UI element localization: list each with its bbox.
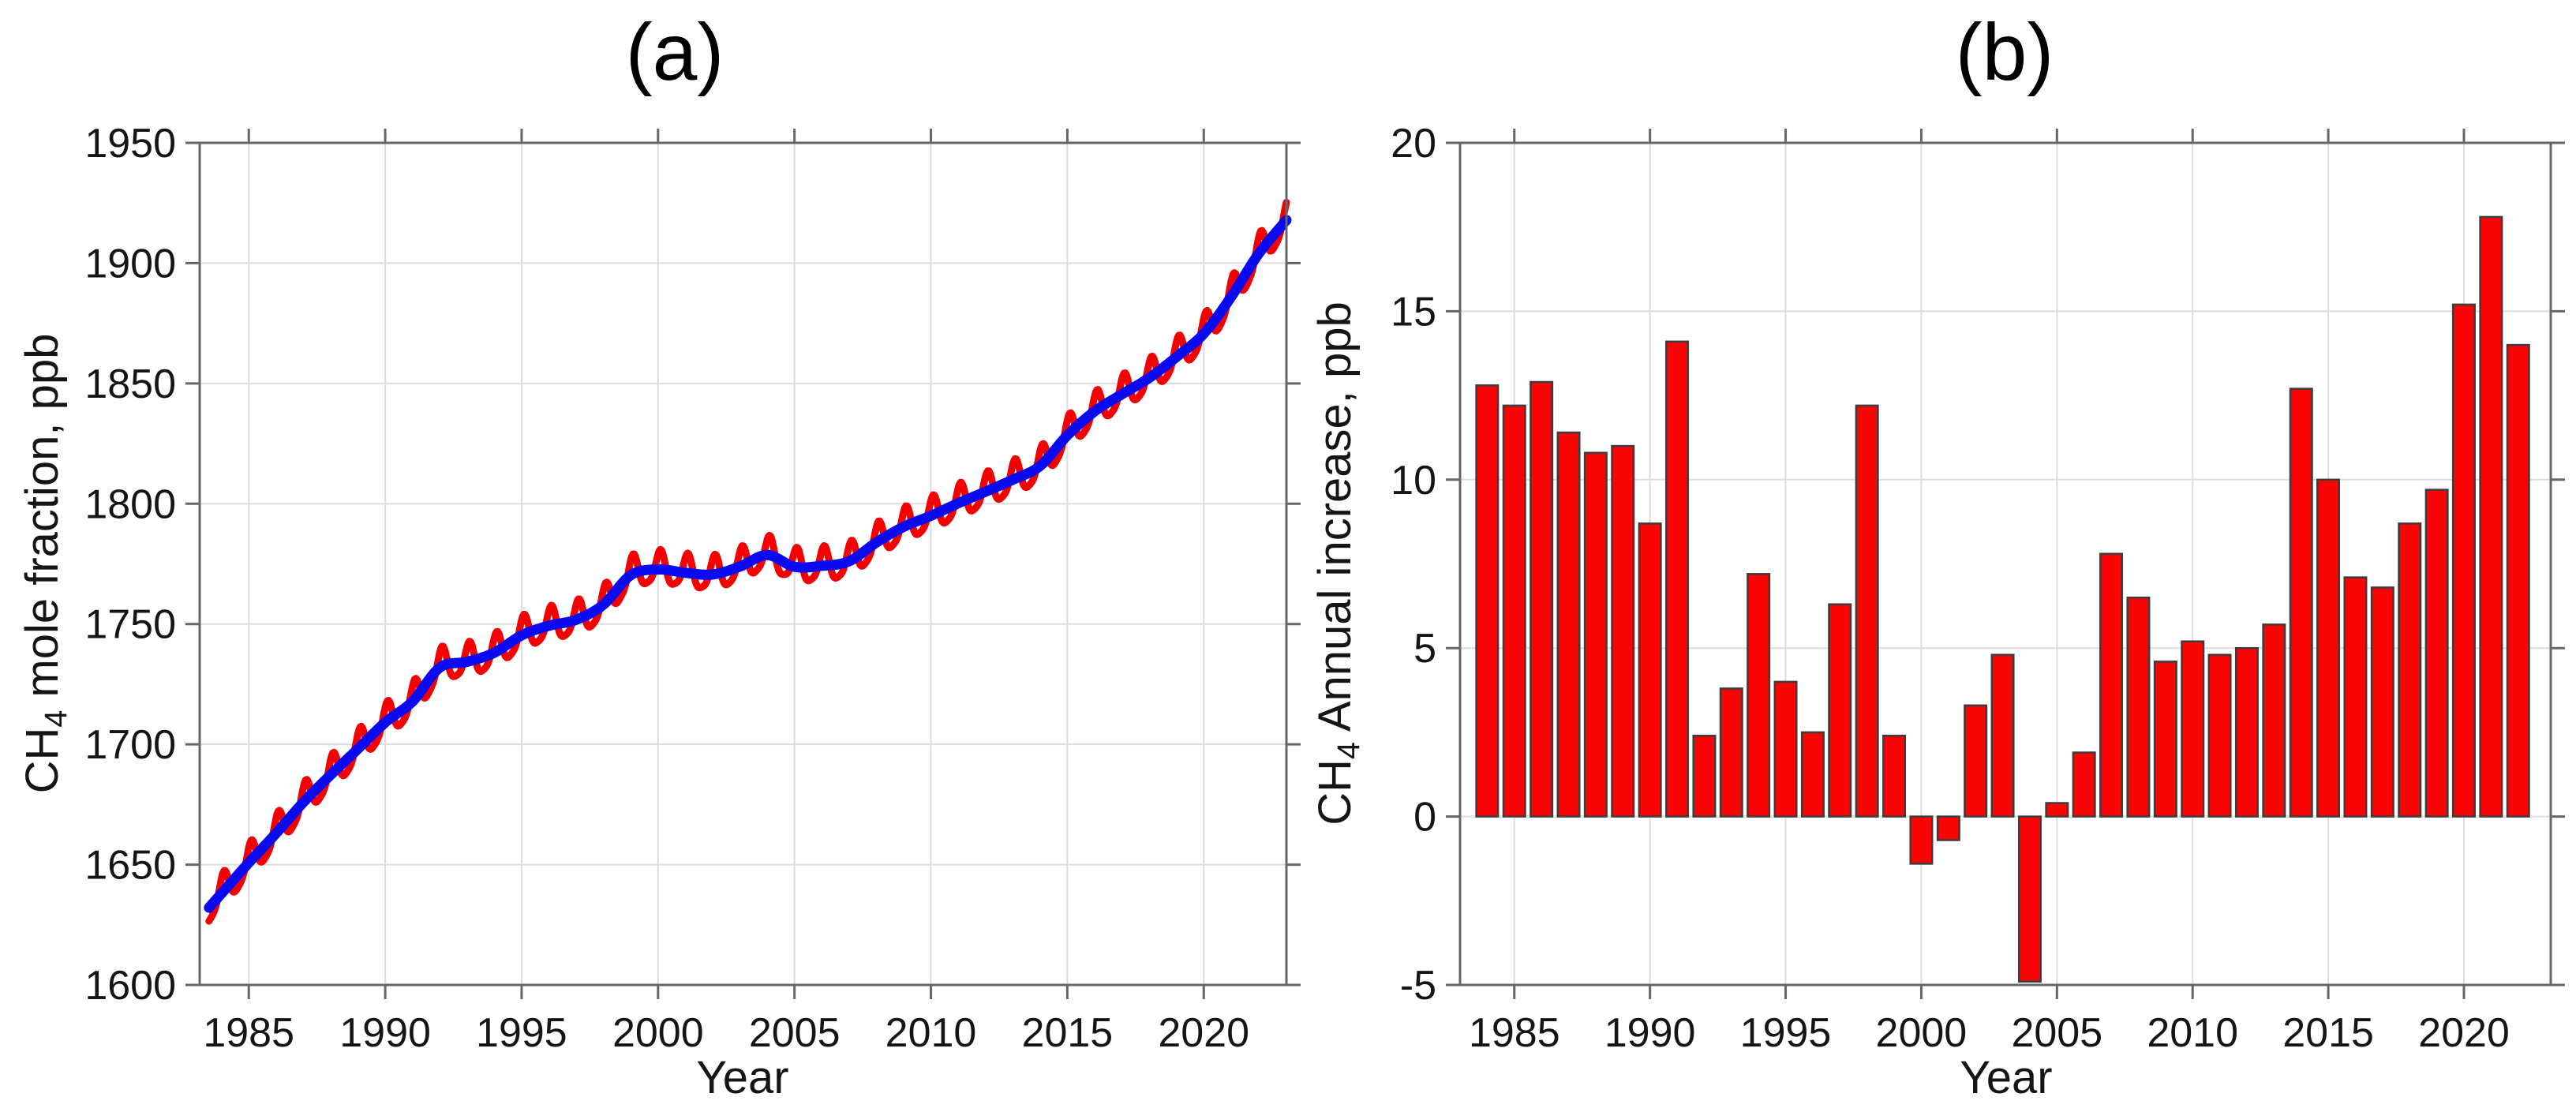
panel-b-title: (b)	[1955, 7, 2054, 97]
bar-2009	[2153, 661, 2177, 818]
bar-2008	[2126, 596, 2151, 818]
bar-1995	[1773, 680, 1798, 818]
bar-1984	[1475, 384, 1500, 818]
x-tick-label: 2020	[1158, 1010, 1249, 1056]
panel-b-ylabel-suffix: Annual increase, ppb	[1309, 301, 1361, 743]
x-tick-label: 2010	[2147, 1010, 2238, 1056]
x-tick-label: 1990	[1604, 1010, 1696, 1056]
x-tick-label: 2015	[2282, 1010, 2374, 1056]
panel-b-y-axis-label: CH4 Annual increase, ppb	[1309, 301, 1367, 826]
bar-2016	[2343, 576, 2368, 818]
panel-a-title: (a)	[625, 7, 724, 97]
bar-2007	[2099, 552, 2124, 818]
y-tick-label: 20	[1391, 121, 1436, 167]
bar-2021	[2479, 215, 2503, 818]
y-tick-label: 10	[1391, 458, 1436, 504]
bar-1986	[1530, 380, 1554, 818]
panel-a-y-axis-label: CH4 mole fraction, ppb	[16, 334, 74, 794]
bar-2017	[2370, 586, 2394, 818]
bar-2010	[2181, 640, 2205, 818]
bar-1996	[1800, 731, 1825, 818]
x-tick-label: 2015	[1022, 1010, 1114, 1056]
bar-1997	[1828, 603, 1852, 818]
bar-2006	[2072, 751, 2096, 818]
bar-2020	[2451, 303, 2476, 818]
y-tick-label: 0	[1413, 795, 1436, 841]
bar-1985	[1502, 404, 1526, 818]
x-tick-label: 2000	[612, 1010, 704, 1056]
bar-1991	[1665, 340, 1690, 818]
x-tick-label: 1990	[339, 1010, 431, 1056]
x-tick-label: 2005	[749, 1010, 841, 1056]
bar-2014	[2289, 388, 2313, 818]
y-tick-label: 1850	[84, 361, 176, 407]
bar-2019	[2424, 489, 2449, 818]
bar-2000	[1909, 815, 1934, 865]
bar-2003	[1990, 653, 2015, 818]
panel-b-ylabel-prefix: CH	[1309, 759, 1361, 826]
bar-2018	[2398, 522, 2422, 818]
axes-frame	[198, 141, 1288, 987]
bar-1999	[1882, 734, 1907, 818]
y-tick-label: 1750	[84, 602, 176, 648]
bar-1989	[1611, 444, 1635, 818]
bar-1998	[1855, 404, 1879, 818]
y-tick-label: 15	[1391, 289, 1436, 335]
x-tick-label: 1985	[203, 1010, 294, 1056]
bar-2011	[2207, 653, 2232, 818]
bar-2022	[2506, 343, 2530, 818]
panel-a-plot: 1985 1990 1995 2000 2005 2010 2015 2020 1600 1650…	[84, 121, 1301, 1056]
y-tick-label: -5	[1400, 963, 1436, 1009]
y-tick-label: 1900	[84, 241, 176, 286]
bar-2013	[2262, 623, 2286, 818]
y-tick-label: 5	[1413, 626, 1436, 672]
bar-2005	[2045, 802, 2069, 818]
panel-b-x-axis-label: Year	[1960, 1052, 2053, 1103]
tick-labels: 1985 1990 1995 2000 2005 2010 2015 2020 1600 1650…	[84, 121, 1249, 1056]
bar-1992	[1692, 734, 1717, 818]
bar-2002	[1964, 704, 1988, 818]
y-tick-label: 1600	[84, 963, 176, 1009]
panel-a-x-axis-label: Year	[696, 1052, 789, 1103]
axis-ticks	[1446, 129, 2565, 999]
bar-2015	[2316, 478, 2341, 818]
bar-1994	[1747, 573, 1771, 818]
x-tick-label: 1995	[476, 1010, 567, 1056]
x-tick-label: 2010	[886, 1010, 977, 1056]
axes-frame	[1458, 141, 2552, 987]
bar-1993	[1719, 687, 1743, 818]
x-tick-label: 1985	[1469, 1010, 1560, 1056]
panel-b-ylabel-subscript: 4	[1331, 742, 1367, 760]
deseasonalized-trend-line	[204, 215, 1292, 913]
y-tick-label: 1950	[84, 121, 176, 167]
panel-b-plot: 1985 1990 1995 2000 2005 2010 2015 2020 -5 0 5 10 15…	[1391, 121, 2565, 1056]
bar-1988	[1583, 451, 1608, 818]
tick-labels: 1985 1990 1995 2000 2005 2010 2015 2020 -5 0 5 10 15…	[1391, 121, 2510, 1056]
x-tick-label: 1995	[1740, 1010, 1832, 1056]
x-tick-label: 2005	[2011, 1010, 2102, 1056]
axis-ticks	[185, 129, 1301, 999]
y-tick-label: 1700	[84, 722, 176, 768]
panel-a-ylabel-suffix: mole fraction, ppb	[16, 333, 68, 710]
bar-2004	[2017, 815, 2042, 983]
x-tick-label: 2020	[2418, 1010, 2510, 1056]
panel-a-ylabel-subscript: 4	[39, 710, 74, 728]
annual-increase-bars	[1475, 215, 2530, 983]
bar-1990	[1638, 522, 1662, 818]
x-tick-label: 2000	[1876, 1010, 1968, 1056]
y-tick-label: 1650	[84, 843, 176, 889]
bar-2012	[2234, 646, 2259, 818]
bar-2001	[1936, 815, 1960, 841]
panel-a-ylabel-prefix: CH	[16, 727, 68, 794]
y-tick-label: 1800	[84, 481, 176, 527]
bar-1987	[1556, 431, 1581, 818]
